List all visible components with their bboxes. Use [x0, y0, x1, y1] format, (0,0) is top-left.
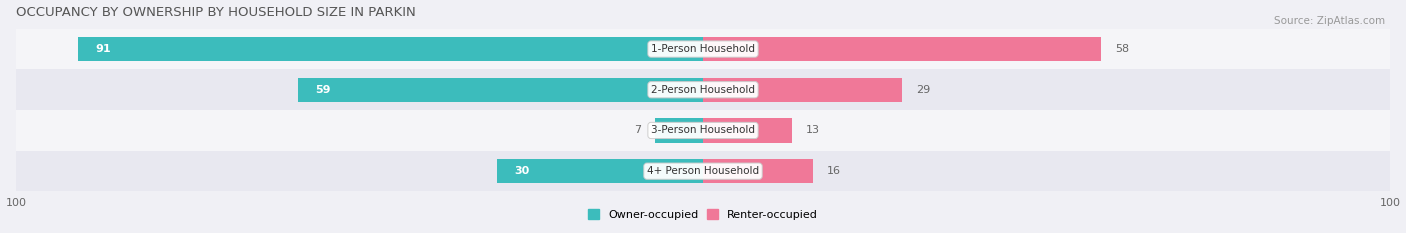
Bar [298, 78, 703, 102]
Bar [703, 78, 903, 102]
Text: 1-Person Household: 1-Person Household [651, 44, 755, 54]
Bar [15, 69, 1391, 110]
Text: 91: 91 [96, 44, 111, 54]
Text: OCCUPANCY BY OWNERSHIP BY HOUSEHOLD SIZE IN PARKIN: OCCUPANCY BY OWNERSHIP BY HOUSEHOLD SIZE… [15, 6, 416, 19]
Text: 59: 59 [315, 85, 330, 95]
Bar [703, 37, 1101, 61]
Text: 4+ Person Household: 4+ Person Household [647, 166, 759, 176]
Text: 13: 13 [806, 125, 820, 135]
Bar [703, 118, 793, 143]
Bar [15, 110, 1391, 151]
Text: 16: 16 [827, 166, 841, 176]
Bar [496, 159, 703, 183]
Text: 2-Person Household: 2-Person Household [651, 85, 755, 95]
Text: 3-Person Household: 3-Person Household [651, 125, 755, 135]
Bar [655, 118, 703, 143]
Bar [15, 29, 1391, 69]
Legend: Owner-occupied, Renter-occupied: Owner-occupied, Renter-occupied [583, 205, 823, 225]
Text: Source: ZipAtlas.com: Source: ZipAtlas.com [1274, 16, 1385, 26]
Text: 30: 30 [515, 166, 529, 176]
Bar [77, 37, 703, 61]
Text: 58: 58 [1115, 44, 1129, 54]
Text: 7: 7 [634, 125, 641, 135]
Bar [15, 151, 1391, 192]
Text: 29: 29 [915, 85, 931, 95]
Bar [703, 159, 813, 183]
